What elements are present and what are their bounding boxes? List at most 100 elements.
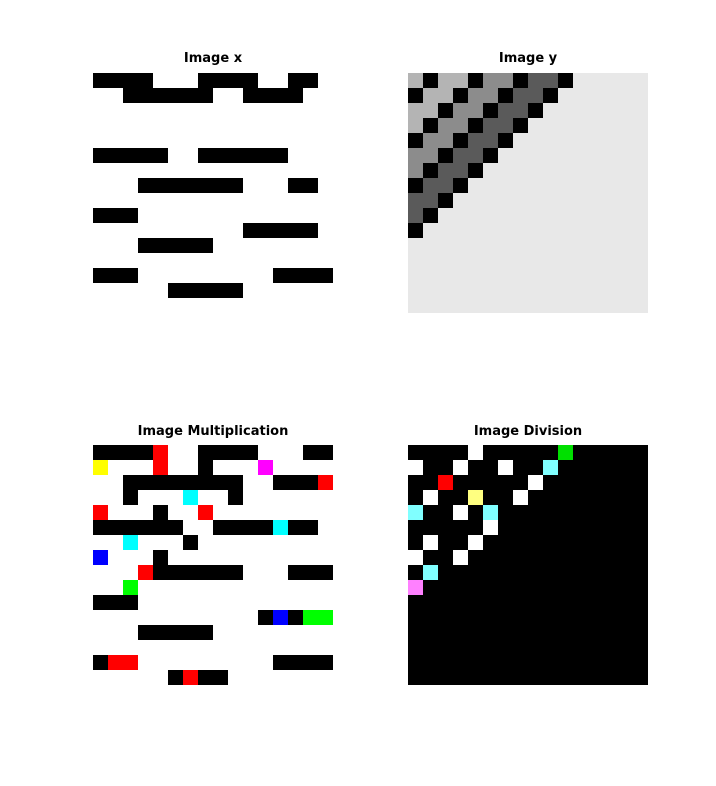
pixel-cell [228,610,243,625]
pixel-cell [318,148,333,163]
pixel-cell [483,88,498,103]
pixel-cell [303,208,318,223]
pixel-cell [558,670,573,685]
pixel-cell [633,73,648,88]
pixel-cell [243,253,258,268]
pixel-cell [573,580,588,595]
pixel-cell [228,103,243,118]
pixel-cell [93,88,108,103]
pixel-cell [408,73,423,88]
pixel-cell [423,670,438,685]
pixel-cell [123,223,138,238]
pixel-cell [258,253,273,268]
pixel-cell [618,283,633,298]
pixel-cell [468,445,483,460]
pixel-cell [498,118,513,133]
pixel-cell [498,223,513,238]
pixel-cell [288,118,303,133]
pixel-cell [273,238,288,253]
pixel-cell [123,670,138,685]
pixel-cell [513,460,528,475]
pixel-cell [543,223,558,238]
pixel-cell [183,610,198,625]
pixel-cell [408,163,423,178]
pixel-cell [303,445,318,460]
pixel-cell [633,178,648,193]
pixel-cell [423,445,438,460]
pixel-cell [243,238,258,253]
pixel-cell [93,193,108,208]
pixel-cell [108,253,123,268]
pixel-cell [588,445,603,460]
pixel-cell [453,535,468,550]
pixel-cell [243,535,258,550]
pixel-cell [513,148,528,163]
pixel-cell [408,133,423,148]
pixel-cell [498,670,513,685]
pixel-cell [498,163,513,178]
pixel-cell [498,148,513,163]
pixel-cell [108,475,123,490]
pixel-cell [453,208,468,223]
pixel-cell [528,445,543,460]
pixel-cell [93,475,108,490]
pixel-cell [453,610,468,625]
pixel-cell [453,148,468,163]
pixel-cell [483,223,498,238]
pixel-cell [513,445,528,460]
pixel-cell [303,580,318,595]
pixel-cell [258,505,273,520]
pixel-cell [633,475,648,490]
pixel-cell [213,475,228,490]
pixel-cell [558,73,573,88]
pixel-cell [423,73,438,88]
pixel-cell [468,655,483,670]
pixel-cell [603,88,618,103]
pixel-cell [633,505,648,520]
pixel-cell [123,460,138,475]
pixel-cell [423,490,438,505]
pixel-cell [498,520,513,535]
pixel-cell [318,520,333,535]
pixel-cell [318,580,333,595]
pixel-cell [483,193,498,208]
pixel-cell [93,283,108,298]
pixel-cell [318,208,333,223]
pixel-cell [573,625,588,640]
pixel-cell [618,238,633,253]
pixel-cell [573,298,588,313]
pixel-cell [468,625,483,640]
pixel-cell [213,208,228,223]
pixel-cell [288,610,303,625]
pixel-cell [288,133,303,148]
pixel-cell [438,490,453,505]
pixel-cell [228,283,243,298]
pixel-cell [498,193,513,208]
pixel-cell [153,595,168,610]
pixel-cell [603,103,618,118]
pixel-cell [183,445,198,460]
pixel-cell [243,505,258,520]
pixel-cell [438,103,453,118]
pixel-cell [633,595,648,610]
pixel-cell [258,445,273,460]
pixel-cell [93,460,108,475]
pixel-cell [528,490,543,505]
pixel-cell [243,580,258,595]
pixel-cell [168,73,183,88]
pixel-cell [138,148,153,163]
pixel-cell [258,133,273,148]
pixel-cell [618,595,633,610]
pixel-cell [558,460,573,475]
pixel-cell [453,88,468,103]
pixel-cell [423,520,438,535]
pixel-cell [138,565,153,580]
pixel-cell [303,148,318,163]
pixel-cell [483,505,498,520]
pixel-cell [153,565,168,580]
pixel-cell [213,580,228,595]
pixel-cell [228,178,243,193]
pixel-cell [618,670,633,685]
pixel-cell [108,625,123,640]
pixel-cell [528,163,543,178]
